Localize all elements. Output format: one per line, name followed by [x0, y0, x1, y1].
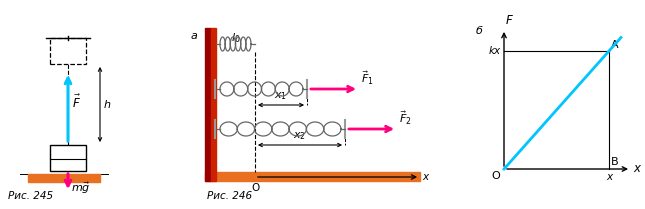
Text: x: x	[633, 163, 640, 176]
Text: Рис. 246: Рис. 246	[207, 191, 252, 201]
Bar	[205, 28, 211, 181]
Bar	[50, 38, 86, 64]
Text: $x_2$: $x_2$	[293, 130, 306, 142]
Text: $m\vec{g}$: $m\vec{g}$	[71, 180, 90, 196]
Text: $\vec{F}$: $\vec{F}$	[72, 94, 81, 111]
Text: $\vec{F}_1$: $\vec{F}_1$	[361, 69, 373, 87]
Text: h: h	[104, 99, 111, 110]
Text: kx: kx	[489, 46, 501, 56]
Text: б: б	[476, 26, 483, 36]
Bar	[50, 145, 86, 171]
Text: $\vec{F}_2$: $\vec{F}_2$	[399, 110, 412, 127]
Text: $l_0$: $l_0$	[231, 31, 240, 45]
Text: Рис. 245: Рис. 245	[8, 191, 53, 201]
Text: B: B	[611, 157, 619, 167]
Text: $x_1$: $x_1$	[275, 90, 288, 102]
Text: O: O	[251, 183, 259, 193]
Bar	[211, 28, 216, 181]
Text: а: а	[190, 31, 197, 41]
Text: O: O	[491, 171, 500, 181]
Bar	[205, 172, 420, 181]
Text: x: x	[422, 172, 428, 182]
Text: A: A	[611, 40, 619, 50]
Text: x: x	[606, 172, 612, 182]
Bar	[28, 174, 100, 182]
Text: F: F	[506, 14, 513, 27]
